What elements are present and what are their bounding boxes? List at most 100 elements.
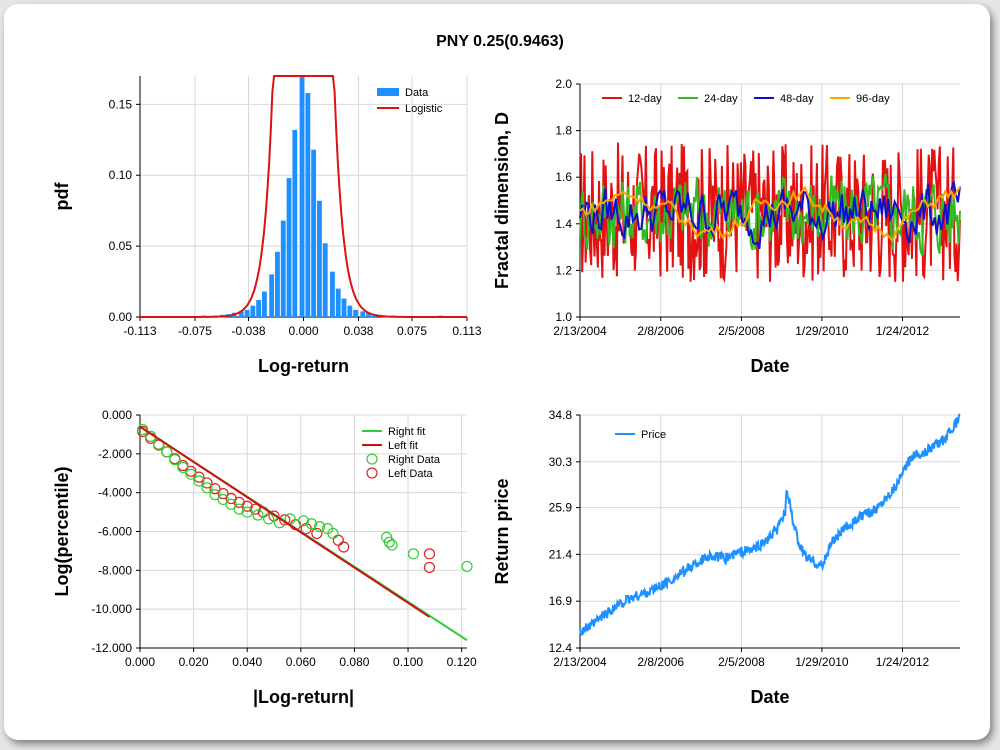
y-tick-label: 34.8 xyxy=(549,408,573,422)
x-tick-label: 0.100 xyxy=(393,655,423,669)
histogram-bar xyxy=(275,251,280,317)
scatter-point xyxy=(252,509,264,521)
scatter-point xyxy=(217,488,229,500)
histogram-bar xyxy=(244,309,250,317)
scatter-point xyxy=(461,560,473,573)
scatter-point xyxy=(423,561,436,574)
scatter-point xyxy=(193,475,205,487)
y-tick-label: -6.000 xyxy=(98,525,132,539)
x-tick-label: 2/8/2006 xyxy=(637,324,684,338)
scatter-point xyxy=(423,548,436,560)
y-axis-title: Log(percentile) xyxy=(52,466,72,596)
histogram-bar xyxy=(316,200,322,317)
x-axis-title: Date xyxy=(750,356,789,376)
fractal-dimension-plot: 2/13/2004 2/8/2006 2/5/2008 1/29/2010 1/24/2… xyxy=(492,77,961,376)
legend-label-price: Price xyxy=(641,429,666,441)
legend-swatch xyxy=(366,467,378,479)
y-tick-label: 1.2 xyxy=(555,263,572,277)
y-tick-label: 1.8 xyxy=(555,124,572,138)
x-axis-title: Log-return xyxy=(258,356,349,376)
chart-card xyxy=(4,4,990,740)
histogram-bar xyxy=(311,149,317,317)
x-tick-label: 0.113 xyxy=(452,324,481,338)
histogram-bar xyxy=(292,129,298,317)
scatter-point xyxy=(185,468,197,480)
legend-swatch xyxy=(366,453,378,465)
scatter-point xyxy=(233,503,245,515)
scatter-point xyxy=(313,521,326,533)
y-tick-label: -10.000 xyxy=(91,602,132,616)
x-tick-label: 0.040 xyxy=(232,655,262,669)
y-tick-label: -12.000 xyxy=(91,641,132,655)
histogram-bar xyxy=(238,311,244,317)
scatter-point xyxy=(332,534,344,546)
histogram-bar xyxy=(299,76,305,317)
y-axis-title: Fractal dimension, D xyxy=(492,112,512,289)
x-tick-label: 1/29/2010 xyxy=(795,324,849,338)
y-tick-label: 0.15 xyxy=(109,97,133,111)
scatter-point xyxy=(177,461,189,474)
scatter-point xyxy=(241,500,253,512)
fractal-series-line xyxy=(579,142,961,283)
histogram-bar xyxy=(366,312,372,317)
histogram-bar xyxy=(256,299,262,317)
scatter-point xyxy=(201,477,213,489)
x-tick-label: 2/8/2006 xyxy=(637,655,684,669)
x-tick-label: 2/13/2004 xyxy=(553,655,607,669)
scatter-point xyxy=(263,513,275,525)
y-tick-label: 0.10 xyxy=(109,168,133,182)
fractal-series-line xyxy=(579,173,961,256)
x-tick-label: 0.075 xyxy=(397,324,427,338)
scatter-point xyxy=(279,514,291,526)
scatter-point xyxy=(407,548,419,560)
y-tick-label: 0.00 xyxy=(109,310,133,324)
scatter-point xyxy=(297,515,310,527)
scatter-point xyxy=(383,536,395,548)
legend-swatch-data xyxy=(377,88,399,96)
fit-line xyxy=(139,425,431,618)
scatter-point xyxy=(201,482,213,494)
histogram-bar xyxy=(286,178,292,317)
scatter-point xyxy=(161,446,173,458)
histogram-bar xyxy=(305,93,311,317)
scatter-point xyxy=(305,518,318,530)
y-tick-label: -4.000 xyxy=(98,486,132,500)
y-tick-label: 21.4 xyxy=(549,547,573,561)
x-axis-title: Date xyxy=(750,687,789,707)
scatter-point xyxy=(209,489,221,501)
scatter-point xyxy=(137,423,149,436)
x-tick-label: 1/29/2010 xyxy=(795,655,849,669)
scatter-point xyxy=(249,503,261,515)
legend-label-logistic: Logistic xyxy=(405,103,443,115)
legend-label: 24-day xyxy=(704,93,738,105)
x-tick-label: 0.060 xyxy=(286,655,316,669)
x-tick-label: 1/24/2012 xyxy=(876,655,930,669)
y-tick-label: 0.000 xyxy=(102,408,132,422)
scatter-point xyxy=(327,527,339,540)
y-tick-label: 1.6 xyxy=(555,170,572,184)
legend-label: 96-day xyxy=(856,93,890,105)
scatter-point xyxy=(169,454,181,466)
x-tick-label: 0.038 xyxy=(343,324,373,338)
y-tick-label: 16.9 xyxy=(549,594,573,608)
y-axis-title: Return price xyxy=(492,478,512,584)
legend-label: Left Data xyxy=(388,468,434,480)
legend-label: 48-day xyxy=(780,93,814,105)
histogram-bar xyxy=(347,305,353,317)
legend-label: Left fit xyxy=(388,440,418,452)
scatter-point xyxy=(311,527,323,540)
legend-label: Right Data xyxy=(388,454,441,466)
x-tick-label: 0.020 xyxy=(179,655,209,669)
y-tick-label: 1.4 xyxy=(555,217,572,231)
x-tick-label: 2/5/2008 xyxy=(718,324,765,338)
fractal-series-line xyxy=(579,185,961,243)
histogram-bar xyxy=(360,311,366,317)
x-tick-label: 0.000 xyxy=(125,655,155,669)
histogram-bar xyxy=(335,288,341,317)
histogram-bar xyxy=(353,309,359,317)
tail-fit-plot: 0.000 0.020 0.040 0.060 0.080 0.100 0.120 0.000… xyxy=(52,408,477,707)
histogram-bar xyxy=(250,305,256,317)
main-title: PNY 0.25(0.9463) xyxy=(436,33,564,50)
y-tick-label: 30.3 xyxy=(549,455,573,469)
logistic-fit-line xyxy=(140,75,467,318)
